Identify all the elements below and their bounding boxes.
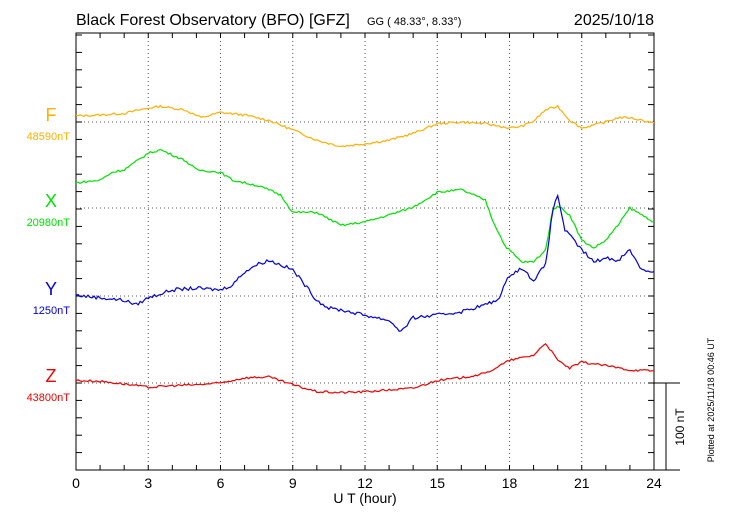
- chart-title: Black Forest Observatory (BFO) [GFZ]: [76, 12, 350, 29]
- x-tick-label: 3: [144, 475, 152, 491]
- x-tick-label: 18: [502, 475, 518, 491]
- x-tick-label: 12: [357, 475, 373, 491]
- series-baseline-f: 48590nT: [27, 131, 71, 143]
- series-baseline-z: 43800nT: [27, 392, 71, 404]
- plot-frame: [75, 32, 655, 471]
- series-line-y: [75, 193, 655, 332]
- series-line-z: [75, 342, 655, 394]
- x-axis-label: U T (hour): [333, 490, 396, 506]
- scale-bar-label: 100 nT: [673, 408, 687, 446]
- x-tick-label: 0: [72, 475, 80, 491]
- chart-date: 2025/10/18: [574, 12, 654, 29]
- series-baseline-y: 1250nT: [33, 305, 71, 317]
- x-tick-label: 9: [289, 475, 297, 491]
- series-baseline-x: 20980nT: [27, 217, 71, 229]
- x-tick-label: 15: [429, 475, 445, 491]
- station-coords: GG ( 48.33°, 8.33°): [367, 16, 461, 28]
- series-line-x: [75, 148, 655, 264]
- plotted-timestamp: Plotted at 2025/11/18 00:46 UT: [706, 337, 716, 462]
- x-tick-label: 6: [217, 475, 225, 491]
- x-tick-label: 24: [646, 475, 662, 491]
- series-label-y: Y: [45, 279, 57, 299]
- series-label-x: X: [45, 191, 57, 211]
- x-tick-label: 21: [574, 475, 590, 491]
- series-label-f: F: [46, 105, 57, 125]
- series-line-f: [75, 104, 655, 148]
- series-label-z: Z: [46, 366, 57, 386]
